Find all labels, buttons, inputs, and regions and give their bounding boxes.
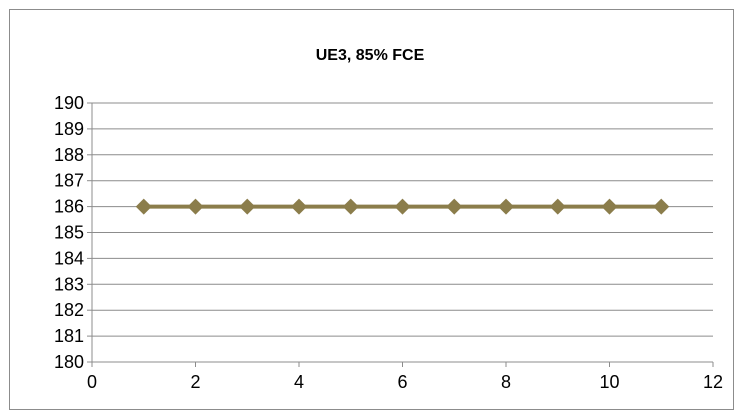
x-tick-label: 8 (501, 372, 511, 392)
y-tick-label: 181 (54, 326, 84, 346)
x-tick-label: 12 (703, 372, 723, 392)
data-point (135, 198, 152, 215)
x-tick-label: 2 (190, 372, 200, 392)
x-tick-label: 4 (294, 372, 304, 392)
y-tick-label: 183 (54, 274, 84, 294)
data-point (291, 198, 307, 215)
data-point (549, 198, 566, 215)
y-tick-label: 188 (54, 145, 84, 165)
y-tick-label: 186 (54, 197, 84, 217)
axes (87, 102, 714, 367)
data-point (394, 198, 411, 215)
y-tick-label: 185 (54, 223, 84, 243)
y-tick-label: 182 (54, 300, 84, 320)
data-point (653, 198, 670, 215)
data-point (187, 198, 204, 215)
x-tick-labels: 0 2 4 6 8 10 12 (87, 372, 723, 392)
x-tick-label: 10 (599, 372, 619, 392)
gridlines (92, 102, 713, 337)
y-tick-label: 190 (54, 93, 84, 113)
data-point (446, 198, 463, 215)
y-tick-label: 180 (54, 352, 84, 372)
chart-title: UE3, 85% FCE (316, 47, 425, 64)
x-tick-label: 0 (87, 372, 97, 392)
series (135, 198, 670, 215)
x-tick-label: 6 (397, 372, 407, 392)
data-point (342, 198, 359, 215)
y-tick-label: 184 (54, 248, 84, 268)
y-tick-label: 187 (54, 171, 84, 191)
data-point (498, 198, 514, 215)
y-tick-label: 189 (54, 119, 84, 139)
data-point (601, 198, 618, 215)
y-tick-labels: 180 181 182 183 184 185 186 187 188 189 190 (54, 93, 84, 372)
data-point (239, 198, 256, 215)
